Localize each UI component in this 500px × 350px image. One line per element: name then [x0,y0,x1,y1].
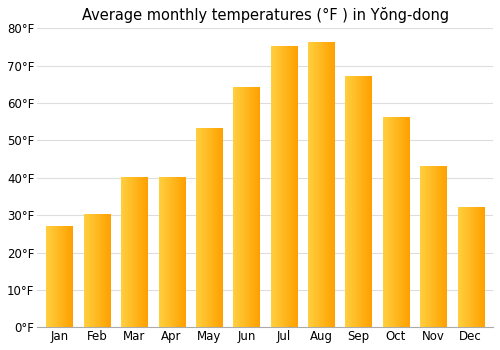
Title: Average monthly temperatures (°F ) in Yŏng-dong: Average monthly temperatures (°F ) in Yŏ… [82,7,448,23]
